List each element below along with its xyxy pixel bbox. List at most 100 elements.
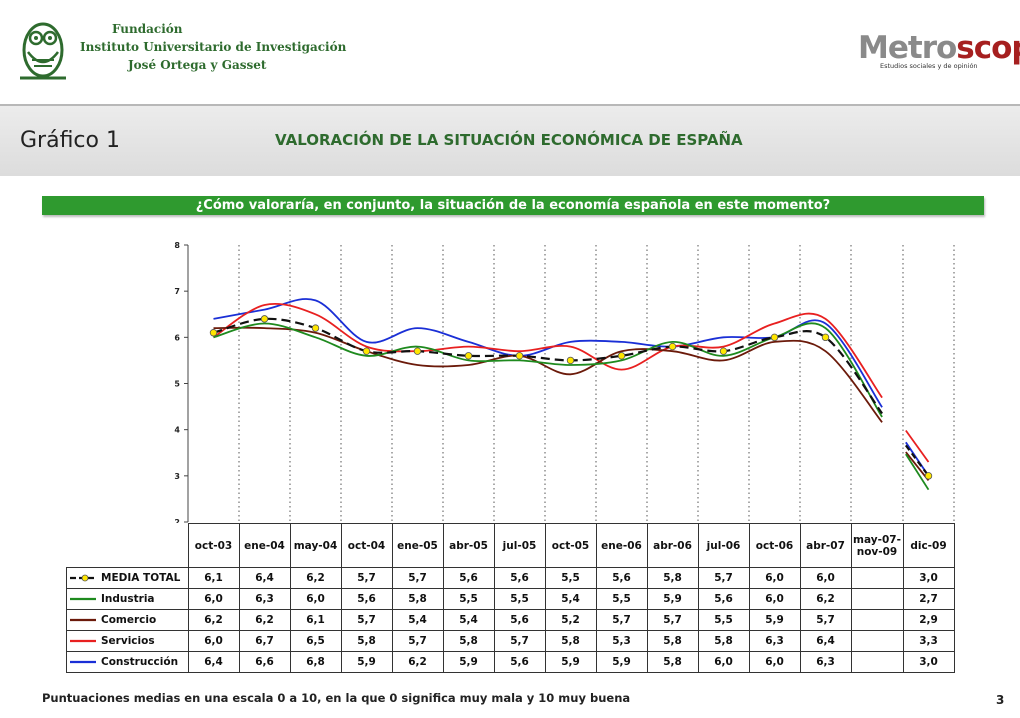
series-segment-2	[905, 451, 930, 482]
table-cell: 6,0	[187, 630, 240, 652]
series-name: Construcción	[101, 656, 179, 668]
table-cell: 5,9	[442, 651, 495, 673]
table-cell: 5,6	[493, 609, 546, 631]
y-tick-label: 5	[174, 380, 180, 389]
metroscopia-wordmark: Metroscopia	[858, 30, 1020, 66]
table-cell: 5,7	[340, 567, 393, 589]
y-tick-label: 7	[174, 287, 180, 296]
data-point	[362, 347, 371, 355]
table-row: MEDIA TOTAL 6,1 6,4 6,2 5,7 5,7 5,6 5,6 5,5 5,6 5,…	[66, 567, 955, 589]
header-label-part: may-04	[293, 539, 338, 552]
page-title: VALORACIÓN DE LA SITUACIÓN ECONÓMICA DE …	[275, 131, 743, 149]
page-number: 3	[996, 693, 1005, 707]
table-cell: 5,5	[493, 588, 546, 610]
header-label-part: ene-06	[601, 539, 642, 552]
table-header-cell: abr-05	[442, 523, 495, 568]
y-tick-label: 6	[174, 333, 180, 342]
table-header-cell: may-07- nov-09	[850, 523, 904, 568]
table-cell: 6,7	[238, 630, 291, 652]
table-cell	[850, 651, 904, 673]
table-cell: 5,6	[595, 567, 648, 589]
table-cell: 5,7	[391, 567, 444, 589]
table-cell: 5,8	[544, 630, 597, 652]
series-name: Servicios	[101, 635, 155, 647]
table-cell: 6,1	[187, 567, 240, 589]
table-cell: 6,0	[748, 567, 801, 589]
metro-word-part: Metro	[858, 30, 957, 66]
table-header-cell: oct-05	[544, 523, 597, 568]
table-cell: 6,2	[799, 588, 852, 610]
table-cell: 6,1	[289, 609, 342, 631]
table-cell: 6,8	[289, 651, 342, 673]
metroscopia-tagline: Estudios sociales y de opinión	[880, 62, 978, 70]
data-point	[209, 329, 218, 337]
table-cell: 5,2	[544, 609, 597, 631]
data-point	[617, 352, 626, 360]
table-cell: 5,9	[646, 588, 699, 610]
table-header-cell: jul-05	[493, 523, 546, 568]
table-header-cell: ene-05	[391, 523, 444, 568]
header-label-part: abr-07	[806, 539, 845, 552]
header-label-part: oct-05	[551, 539, 590, 552]
data-point	[464, 352, 473, 360]
legend-swatch-icon	[70, 574, 96, 582]
table-header-cell: ene-04	[238, 523, 291, 568]
table-cell: 6,0	[697, 651, 750, 673]
table-cell: 5,7	[697, 567, 750, 589]
table-cell: 5,6	[442, 567, 495, 589]
data-point	[924, 472, 933, 480]
y-tick-label: 3	[174, 472, 180, 481]
table-cell: 5,8	[646, 567, 699, 589]
series-label-cell: MEDIA TOTAL	[66, 567, 189, 589]
table-cell: 2,9	[902, 609, 955, 631]
table-cell: 6,0	[748, 651, 801, 673]
header-label-part: ene-04	[244, 539, 285, 552]
table-header-row: oct-03 ene-04 may-04 oct-04 ene-05 abr-05 jul-…	[67, 523, 955, 568]
table-row: Servicios 6,0 6,7 6,5 5,8 5,7 5,8 5,7 5,8 5,3 5,8 5…	[66, 630, 955, 652]
header-label-part: ene-05	[397, 539, 438, 552]
legend-swatch-icon	[70, 597, 96, 601]
data-table: oct-03 ene-04 may-04 oct-04 ene-05 abr-05 jul-…	[66, 523, 955, 673]
table-cell: 6,3	[748, 630, 801, 652]
table-cell: 6,2	[238, 609, 291, 631]
figure-label: Gráfico 1	[20, 128, 120, 153]
table-header-cell: oct-03	[187, 523, 240, 568]
table-cell: 5,9	[595, 651, 648, 673]
table-cell: 5,7	[595, 609, 648, 631]
table-cell: 6,2	[187, 609, 240, 631]
y-tick-label: 4	[174, 426, 180, 435]
table-cell: 6,0	[187, 588, 240, 610]
series-segment-0	[904, 444, 930, 477]
table-cell: 5,7	[799, 609, 852, 631]
table-header-cell: dic-09	[902, 523, 955, 568]
data-point	[668, 342, 677, 351]
header-label-part: nov-09	[856, 545, 898, 558]
table-cell: 5,9	[544, 651, 597, 673]
series-segment-3	[905, 429, 930, 463]
table-cell: 6,4	[799, 630, 852, 652]
table-cell: 5,7	[340, 609, 393, 631]
table-cell: 5,8	[646, 630, 699, 652]
table-cell: 5,6	[340, 588, 393, 610]
table-cell	[850, 609, 904, 631]
table-row: Construcción 6,4 6,6 6,8 5,9 6,2 5,9 5,6 5,9 5,9 5…	[66, 651, 955, 673]
owl-logo-icon	[20, 22, 66, 80]
fundacion-line-1: Fundación	[112, 22, 183, 36]
table-cell: 5,8	[697, 630, 750, 652]
table-cell: 5,8	[442, 630, 495, 652]
fundacion-name: Fundación Instituto Universitario de Inv…	[80, 20, 346, 74]
survey-question: ¿Cómo valoraría, en conjunto, la situaci…	[42, 196, 984, 215]
series-segment-1	[905, 453, 930, 491]
table-cell: 5,5	[442, 588, 495, 610]
table-cell: 6,2	[289, 567, 342, 589]
table-cell: 6,2	[391, 651, 444, 673]
data-point	[566, 356, 575, 365]
data-point	[770, 333, 779, 342]
series-label-cell: Industria	[66, 588, 189, 610]
header: Fundación Instituto Universitario de Inv…	[0, 0, 1020, 105]
legend-swatch-icon	[70, 660, 96, 664]
header-label-part: abr-05	[449, 539, 488, 552]
series-name: MEDIA TOTAL	[101, 572, 181, 584]
table-cell: 5,5	[595, 588, 648, 610]
table-cell: 5,5	[697, 609, 750, 631]
